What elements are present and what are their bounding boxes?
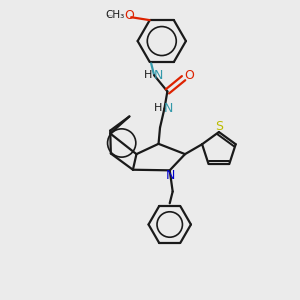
Text: O: O <box>184 69 194 82</box>
Text: N: N <box>163 102 172 115</box>
Text: S: S <box>215 120 223 133</box>
Text: methoxy: methoxy <box>108 15 115 16</box>
Text: O: O <box>124 9 134 22</box>
Text: CH₃: CH₃ <box>106 10 125 20</box>
Text: N: N <box>166 169 175 182</box>
Text: H: H <box>144 70 152 80</box>
Text: N: N <box>154 69 163 82</box>
Text: H: H <box>154 103 162 113</box>
